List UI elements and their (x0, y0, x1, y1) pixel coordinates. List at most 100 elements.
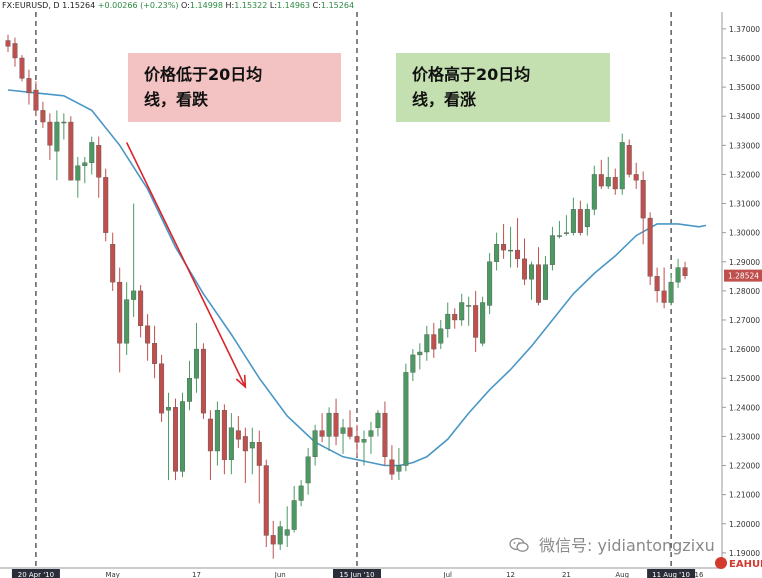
candle-body (612, 177, 618, 190)
candle-body (110, 244, 116, 283)
bullish-annotation-line-2: 线，看涨 (412, 90, 477, 109)
wechat-watermark: 微信号: yidiantongzixu (509, 532, 715, 556)
candle-body (33, 89, 39, 111)
y-tick-label: 1.22000 (729, 462, 760, 471)
candle-body (501, 244, 507, 251)
candle-body (535, 264, 541, 303)
candle-body (256, 442, 262, 466)
close-value: 1.15264 (320, 1, 355, 10)
candle-body (207, 418, 213, 452)
candle-body (459, 302, 465, 321)
x-tick-label: 11 Aug '10 (652, 571, 690, 578)
candle-body (214, 410, 220, 452)
y-tick-label: 1.29000 (729, 258, 760, 267)
y-tick-label: 1.35000 (729, 83, 760, 92)
candle-body (584, 209, 590, 228)
x-tick-label: Jul (443, 571, 453, 578)
last-price-label: 1.28524 (728, 272, 759, 281)
x-tick-highlight (11, 569, 60, 578)
candle-body (131, 290, 137, 300)
bearish-annotation-line-1: 价格低于20日均 (144, 65, 263, 84)
x-tick-label: 17 (192, 571, 201, 578)
candle-body (466, 305, 472, 307)
y-tick-label: 1.27000 (729, 316, 760, 325)
candle-body (438, 328, 444, 344)
y-tick-label: 1.26000 (729, 345, 760, 354)
x-tick-label: 21 (562, 571, 571, 578)
candle-body (270, 535, 276, 545)
candle-body (556, 235, 562, 237)
candle-body (452, 313, 458, 321)
candle-body (515, 249, 521, 260)
open-value: 1.14998 (189, 1, 223, 10)
candle-body (340, 427, 346, 434)
candle-body (159, 363, 165, 414)
y-tick-label: 1.19000 (729, 549, 760, 558)
low-value: 1.14963 (277, 1, 311, 10)
candle-body (75, 165, 81, 181)
candle-body (145, 325, 151, 344)
wechat-id-text: 微信号: yidiantongzixu (539, 536, 715, 555)
candle-body (375, 412, 381, 428)
candle-body (424, 334, 430, 353)
candle-body (263, 465, 269, 536)
candle-body (508, 249, 514, 252)
candle-body (591, 174, 597, 210)
candle-body (89, 142, 95, 163)
candle-body (242, 436, 248, 452)
candle-body (103, 177, 109, 233)
eahub-logo: EAHUB (715, 557, 762, 570)
wechat-icon (509, 537, 529, 552)
candle-body (277, 526, 283, 545)
candle-body (389, 459, 395, 475)
y-tick-label: 1.33000 (729, 141, 760, 150)
candle-body (368, 430, 374, 437)
y-tick-label: 1.25000 (729, 374, 760, 383)
candle-body (563, 232, 569, 234)
bullish-annotation-line-1: 价格高于20日均 (412, 65, 531, 84)
candle-body (619, 142, 625, 190)
candle-body (179, 401, 185, 472)
candle-body (173, 407, 179, 472)
candle-body (640, 180, 646, 219)
candle-body (675, 267, 681, 283)
candle-body (305, 456, 311, 484)
x-tick-label: May (105, 571, 119, 578)
candle-body (417, 351, 423, 356)
candle-body (47, 121, 53, 146)
candle-body (431, 334, 437, 350)
candle-body (487, 261, 493, 306)
y-tick-label: 1.20000 (729, 520, 760, 529)
candle-body (319, 430, 325, 437)
candle-body (12, 43, 18, 59)
candle-body (200, 348, 206, 414)
candle-body (542, 264, 548, 300)
y-tick-label: 1.21000 (729, 491, 760, 500)
candle-body (633, 174, 639, 181)
candle-body (403, 372, 409, 466)
candle-body (186, 378, 192, 402)
candle-body (577, 209, 583, 233)
candle-body (529, 264, 535, 280)
candle-body (473, 305, 479, 338)
low-label: L: (269, 1, 278, 10)
candle-body (410, 354, 416, 373)
candle-body (298, 485, 304, 501)
high-label: H: (225, 1, 235, 10)
close-label: C: (312, 1, 321, 10)
candle-body (326, 412, 332, 437)
x-tick-label: 16 (695, 571, 704, 578)
candle-body (68, 121, 74, 181)
candle-body (138, 290, 144, 327)
chart-header: FX:EURUSD, D 1.15264 +0.00266 (+0.23%) O… (2, 0, 354, 12)
candle-body (661, 290, 667, 303)
x-tick-label: Jun (274, 571, 286, 578)
y-tick-label: 1.23000 (729, 432, 760, 441)
open-label: O: (181, 1, 190, 10)
y-tick-label: 1.30000 (729, 229, 760, 238)
candle-body (124, 299, 130, 344)
candle-body (26, 78, 32, 94)
candle-body (117, 281, 123, 344)
x-tick-label: 15 Jun '10 (339, 571, 374, 578)
